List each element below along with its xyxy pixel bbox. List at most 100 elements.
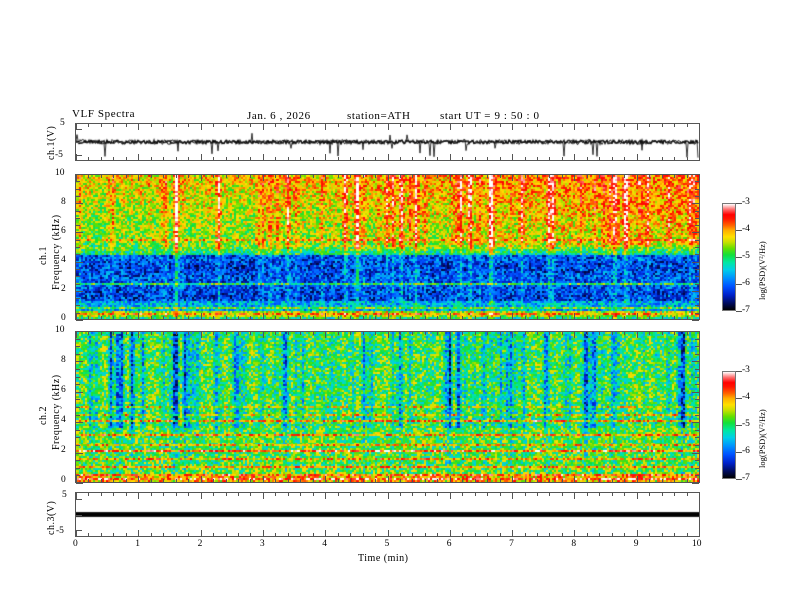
x-tick-mark <box>462 479 464 483</box>
x-tick-label-6: 6 <box>446 539 452 549</box>
x-tick-mark <box>574 123 576 130</box>
x-tick-mark <box>699 154 700 161</box>
x-tick-mark <box>312 123 314 127</box>
colorbar-tick-mark <box>736 452 742 453</box>
x-tick-mark <box>188 533 190 537</box>
y-tick-mark <box>76 239 80 241</box>
x-tick-mark <box>599 316 601 320</box>
y-tick-mark <box>76 460 80 462</box>
x-tick-mark <box>362 157 364 161</box>
x-tick-mark <box>337 316 339 320</box>
x-tick-mark <box>574 331 576 338</box>
x-tick-mark <box>312 174 314 178</box>
colorbar-tick-mark <box>736 203 742 204</box>
x-tick-mark <box>437 157 439 161</box>
x-tick-mark <box>674 157 676 161</box>
x-tick-mark <box>624 479 626 483</box>
y-tick-mark <box>695 437 699 439</box>
x-tick-mark <box>262 154 264 161</box>
y-tick-mark <box>76 181 80 183</box>
x-tick-mark <box>537 157 539 161</box>
x-tick-mark <box>76 174 77 181</box>
x-axis-label: Time (min) <box>358 553 409 564</box>
x-tick-mark <box>586 316 588 320</box>
ch3-waveform-axis-label: ch.3(V) <box>46 500 57 535</box>
x-tick-mark <box>150 157 152 161</box>
x-tick-mark <box>312 316 314 320</box>
ch2spec-ytick-0: 0 <box>61 475 66 485</box>
x-tick-mark <box>213 331 215 335</box>
ch2spec-ytick-4: 4 <box>61 415 66 425</box>
y-tick-mark <box>76 530 82 532</box>
x-tick-label-3: 3 <box>259 539 265 549</box>
x-tick-mark <box>549 533 551 537</box>
x-tick-mark <box>624 492 626 496</box>
x-tick-mark <box>88 316 90 320</box>
x-tick-mark <box>537 479 539 483</box>
y-tick-mark <box>695 460 699 462</box>
x-tick-mark <box>387 154 389 161</box>
ch2-spectrogram-image <box>76 332 699 482</box>
ch2spec-ytick-10: 10 <box>55 325 65 335</box>
x-tick-mark <box>561 174 563 178</box>
x-tick-mark <box>237 492 239 496</box>
x-tick-mark <box>549 479 551 483</box>
y-tick-mark <box>692 391 699 393</box>
y-tick-mark <box>76 298 80 300</box>
ch1-spectrogram-image <box>76 175 699 319</box>
x-tick-mark <box>586 331 588 335</box>
y-tick-mark <box>76 305 80 307</box>
y-tick-mark <box>76 384 80 386</box>
x-tick-mark <box>462 123 464 127</box>
x-tick-mark <box>125 174 127 178</box>
x-tick-label-5: 5 <box>384 539 390 549</box>
x-tick-mark <box>611 533 613 537</box>
x-tick-mark <box>175 157 177 161</box>
x-tick-mark <box>599 157 601 161</box>
x-tick-mark <box>300 492 302 496</box>
x-tick-mark <box>599 479 601 483</box>
x-tick-mark <box>375 479 377 483</box>
x-tick-mark <box>524 316 526 320</box>
x-tick-mark <box>399 533 401 537</box>
x-tick-mark <box>125 157 127 161</box>
x-tick-mark <box>387 123 389 130</box>
x-tick-mark <box>275 533 277 537</box>
x-tick-mark <box>76 331 77 338</box>
x-tick-mark <box>350 174 352 178</box>
x-tick-mark <box>649 316 651 320</box>
x-tick-mark <box>699 123 700 130</box>
x-tick-mark <box>100 174 102 178</box>
x-tick-mark <box>599 331 601 335</box>
x-tick-mark <box>225 316 227 320</box>
x-tick-mark <box>424 492 426 496</box>
y-tick-mark <box>76 338 80 340</box>
y-tick-mark <box>76 290 83 292</box>
x-tick-mark <box>163 157 165 161</box>
x-tick-mark <box>412 123 414 127</box>
x-tick-mark <box>262 174 264 181</box>
ch1spec-ytick-4: 4 <box>61 255 66 265</box>
x-tick-mark <box>213 123 215 127</box>
x-tick-mark <box>100 157 102 161</box>
y-tick-mark <box>695 305 699 307</box>
x-tick-mark <box>512 492 514 499</box>
x-tick-mark <box>686 331 688 335</box>
x-tick-mark <box>524 331 526 335</box>
x-tick-mark <box>125 492 127 496</box>
x-tick-mark <box>375 492 377 496</box>
x-tick-mark <box>237 479 239 483</box>
x-tick-mark <box>262 313 264 320</box>
x-tick-mark <box>138 313 140 320</box>
x-tick-mark <box>150 316 152 320</box>
y-tick-mark <box>76 320 83 321</box>
x-tick-mark <box>100 479 102 483</box>
x-tick-mark <box>125 331 127 335</box>
x-tick-mark <box>325 123 327 130</box>
x-tick-mark <box>188 492 190 496</box>
y-tick-mark <box>76 247 80 248</box>
x-tick-mark <box>163 533 165 537</box>
x-tick-mark <box>549 174 551 178</box>
x-tick-mark <box>250 123 252 127</box>
x-tick-mark <box>412 157 414 161</box>
